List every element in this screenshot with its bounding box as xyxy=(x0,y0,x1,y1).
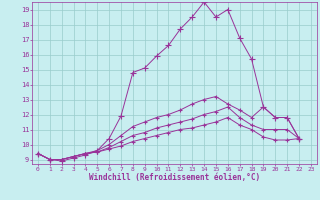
X-axis label: Windchill (Refroidissement éolien,°C): Windchill (Refroidissement éolien,°C) xyxy=(89,173,260,182)
